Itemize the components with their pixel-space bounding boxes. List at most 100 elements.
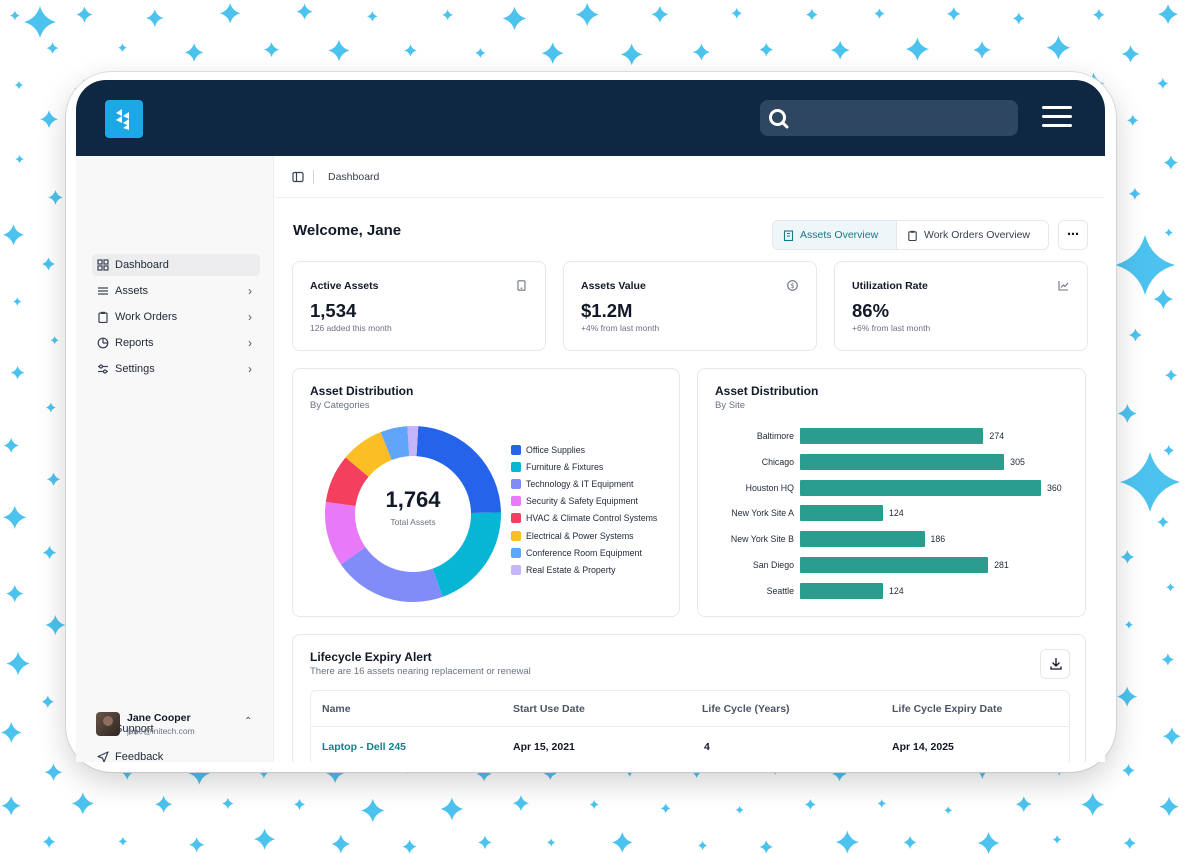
sparkle-star — [660, 803, 671, 814]
chart-legend: Office Supplies Furniture & Fixtures Techn… — [511, 441, 657, 579]
donut-slice[interactable] — [432, 512, 501, 597]
menu-line — [1042, 106, 1072, 109]
bar[interactable] — [800, 582, 883, 599]
asset-name-link[interactable]: Laptop - Dell 245 — [322, 741, 407, 753]
bar[interactable] — [800, 479, 1041, 496]
bar-value-label: 186 — [930, 534, 946, 545]
donut-slice[interactable] — [325, 501, 366, 565]
bar-value-label: 281 — [994, 560, 1009, 570]
bar[interactable] — [800, 557, 989, 573]
sparkle-star — [264, 42, 280, 58]
bar[interactable] — [800, 428, 984, 444]
bar[interactable] — [800, 505, 883, 522]
tab-assets-overview[interactable]: Assets Overview — [773, 221, 897, 249]
bar[interactable] — [800, 531, 925, 548]
sparkle-star — [476, 766, 492, 782]
sparkle-star — [830, 40, 850, 60]
donut-slice[interactable] — [416, 426, 501, 513]
sidebar-item-label: Dashboard — [115, 259, 169, 271]
chevron-right-icon: › — [248, 336, 252, 350]
sparkle-star — [547, 838, 556, 847]
sparkle-star — [219, 3, 241, 24]
sparkle-star — [735, 805, 744, 814]
legend-swatch — [511, 461, 521, 472]
sparkle-star — [42, 545, 57, 560]
column-header[interactable]: Life Cycle Expiry Date — [892, 703, 1003, 715]
stat-title: Utilization Rate — [852, 280, 928, 292]
bar-value-label: 360 — [1047, 482, 1062, 493]
sparkle-star — [693, 43, 710, 61]
more-options-button[interactable]: ⋯ — [1058, 220, 1088, 250]
sparkle-star — [513, 795, 529, 812]
tab-label: Assets Overview — [800, 229, 879, 241]
column-header[interactable]: Name — [322, 703, 351, 715]
bar-value-label: 124 — [889, 508, 904, 519]
sparkle-star — [367, 11, 378, 22]
stat-subtitle: +6% from last month — [852, 323, 931, 333]
sparkle-star — [1164, 228, 1173, 237]
sidebar-item-settings[interactable]: Settings › — [92, 358, 260, 380]
table-header-row: Name Start Use Date Life Cycle (Years) L… — [311, 691, 1069, 727]
sidebar-item-assets[interactable]: Assets › — [92, 280, 260, 302]
sparkle-star — [118, 43, 127, 53]
tab-work-orders-overview[interactable]: Work Orders Overview — [897, 221, 1048, 249]
donut-slice[interactable] — [407, 426, 419, 457]
chevrons-up-down-icon[interactable]: ⌃ — [244, 716, 253, 727]
sliders-icon — [98, 364, 108, 374]
sparkle-star — [620, 43, 643, 66]
sparkle-star — [42, 835, 56, 849]
legend-item: Real Estate & Property — [511, 561, 657, 578]
main-content: Dashboard Welcome, Jane Assets Overview … — [275, 156, 1105, 762]
donut-slice[interactable] — [380, 426, 410, 461]
donut-slice[interactable] — [325, 457, 369, 507]
sidebar-item-work-orders[interactable]: Work Orders › — [92, 306, 260, 328]
sparkle-star — [804, 799, 816, 810]
building-icon — [783, 229, 794, 241]
sparkle-star — [293, 798, 306, 810]
sparkle-star — [440, 797, 464, 821]
legend-swatch — [511, 444, 521, 455]
sidebar-item-reports[interactable]: Reports › — [92, 332, 260, 354]
sidebar-item-dashboard[interactable]: Dashboard — [92, 254, 260, 276]
donut-slice[interactable] — [345, 432, 392, 477]
sparkle-star — [805, 8, 818, 21]
bar-category-label: Houston HQ — [745, 482, 794, 493]
hamburger-menu-button[interactable] — [1042, 106, 1072, 130]
feedback-link[interactable]: Feedback — [92, 747, 163, 762]
sparkle-star — [575, 2, 599, 27]
sparkle-star — [478, 835, 492, 850]
bar[interactable] — [800, 453, 1005, 470]
sparkle-star — [253, 828, 276, 850]
download-button[interactable] — [1040, 649, 1070, 679]
search-input[interactable] — [760, 100, 1018, 136]
breadcrumb[interactable]: Dashboard — [328, 171, 380, 183]
sparkle-star — [48, 190, 63, 205]
legend-label: Office Supplies — [526, 444, 586, 455]
sparkle-star — [1128, 187, 1141, 200]
column-header[interactable]: Life Cycle (Years) — [702, 703, 790, 715]
user-profile[interactable]: Jane Cooper jane@initech.com ⌃ — [96, 710, 260, 742]
sparkle-star — [146, 9, 164, 27]
legend-label: Furniture & Fixtures — [526, 461, 604, 472]
bar-category-label: San Diego — [752, 560, 794, 570]
pie-chart-icon — [97, 337, 109, 349]
column-header[interactable]: Start Use Date — [513, 703, 585, 715]
donut-slice[interactable] — [340, 547, 443, 602]
sparkle-star — [328, 39, 350, 62]
sparkle-star — [903, 835, 917, 849]
sparkle-star — [541, 42, 564, 65]
stat-value: $1.2M — [581, 300, 633, 321]
sparkle-star — [835, 830, 859, 854]
table-row[interactable]: Laptop - Dell 245 Apr 15, 2021 4 Apr 14,… — [311, 727, 1069, 762]
sidebar-item-label: Work Orders — [115, 311, 178, 323]
sparkle-star — [1162, 727, 1181, 746]
sparkle-star — [402, 839, 417, 854]
sidebar-toggle-icon[interactable] — [292, 171, 304, 183]
sparkle-star — [1163, 155, 1178, 170]
sparkle-star — [15, 154, 24, 164]
sparkle-star — [3, 505, 27, 529]
page-title: Welcome, Jane — [293, 222, 402, 239]
app-logo[interactable] — [105, 100, 143, 138]
top-bar — [76, 80, 1105, 156]
sparkle-star — [1116, 686, 1138, 707]
